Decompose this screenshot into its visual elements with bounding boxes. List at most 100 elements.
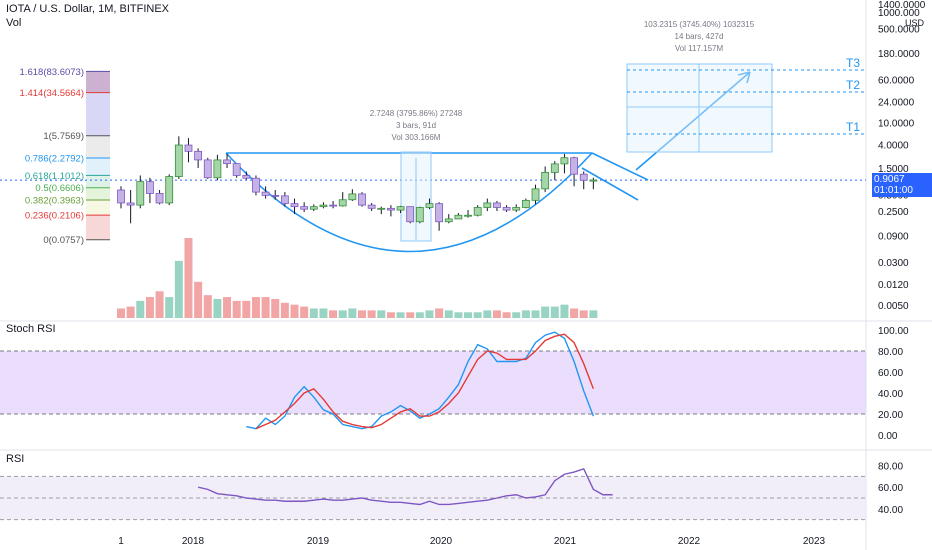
volume-bar [473, 312, 482, 318]
stoch-tick-label: 60.00 [878, 368, 903, 379]
volume-bar [348, 308, 357, 318]
candle-body [280, 195, 289, 205]
candle-body [367, 204, 376, 209]
time-axis-label: 2022 [678, 536, 701, 547]
chart-title: IOTA / U.S. Dollar, 1M, BITFINEX [6, 3, 169, 15]
price-unit: USD [905, 18, 925, 28]
volume-bar [126, 306, 135, 318]
stoch-tick-label: 20.00 [878, 410, 903, 421]
volume-bar [386, 312, 395, 318]
candle-body [213, 159, 222, 179]
time-axis-label: 2020 [430, 536, 453, 547]
target-measure-text: 14 bars, 427d [675, 32, 724, 41]
volume-bar [502, 312, 511, 318]
cup-measure-text: 2.7248 (3795.86%) 27248 [370, 109, 463, 118]
price-tick-label: 1.5000 [878, 164, 909, 175]
volume-bar [358, 310, 366, 318]
volume-bar [560, 304, 569, 318]
stoch-band [0, 351, 866, 414]
volume-bar [570, 308, 579, 318]
time-axis-label: 1 [118, 536, 124, 547]
volume-bar [454, 312, 463, 318]
candle-body [146, 181, 154, 194]
volume-bar [290, 304, 299, 318]
stoch-series-line [246, 331, 595, 430]
price-tick-label: 180.0000 [878, 49, 920, 60]
candle-body [261, 191, 270, 196]
volume-bar [377, 310, 386, 318]
target-label: T3 [846, 56, 860, 70]
stoch-tick-label: 0.00 [878, 431, 898, 442]
fib-zone [86, 157, 110, 176]
volume-bar [232, 300, 241, 318]
volume-bar [444, 310, 453, 318]
candle-body [165, 176, 174, 204]
candle-body [252, 177, 260, 193]
price-tick-label: 0.0120 [878, 280, 909, 291]
candle-body [483, 202, 492, 208]
candle-body [242, 175, 251, 179]
candle-body [579, 173, 588, 181]
price-tick-label: 0.0900 [878, 232, 909, 243]
stoch-series-line [255, 333, 595, 430]
candle-body [203, 159, 212, 179]
target-label: T1 [846, 120, 860, 134]
fib-zone [86, 215, 110, 240]
candle-body [454, 214, 463, 220]
target-measure-text: Vol 117.157M [675, 44, 724, 53]
volume-bar [435, 308, 444, 318]
handle-upper-line [591, 152, 649, 181]
time-axis-label: 2023 [803, 536, 826, 547]
candle-body [521, 199, 530, 208]
volume-bar [521, 310, 530, 318]
candle-body [502, 207, 511, 211]
price-tick-label: 24.0000 [878, 97, 915, 108]
candle-body [117, 189, 125, 204]
volume-bar [415, 312, 424, 318]
volume-bar [251, 297, 260, 318]
candle-body [194, 150, 203, 161]
candle-body [396, 206, 405, 211]
breakout-arrowhead [737, 71, 751, 84]
candle-body [155, 193, 164, 204]
candle-body [473, 207, 482, 216]
price-tick-label: 0.0050 [878, 301, 909, 312]
volume-bar [492, 310, 501, 318]
volume-bar [589, 310, 598, 318]
volume-bar [280, 302, 289, 318]
candle-body [444, 218, 453, 223]
price-tick-label: 500.0000 [878, 24, 920, 35]
candle-body [493, 202, 501, 208]
fib-label: 0.382(0.3963) [25, 195, 84, 206]
rsi-series-line [197, 467, 613, 506]
volume-bar [541, 306, 550, 318]
candle-body [174, 144, 183, 177]
volume-bar [579, 310, 588, 318]
target-measure-text: 103.2315 (3745.40%) 1032315 [644, 20, 755, 29]
volume-bar [309, 308, 318, 318]
fib-label: 0.236(0.2106) [25, 211, 84, 222]
volume-bar [464, 312, 473, 318]
candle-body [415, 207, 424, 223]
candle-body [550, 163, 559, 173]
volume-bar [338, 310, 347, 318]
candle-body [136, 181, 145, 206]
candle-body [560, 157, 569, 165]
price-tick-label: 1000.000 [878, 8, 920, 19]
fib-label: 1(5.7569) [43, 131, 84, 142]
volume-bar [194, 281, 203, 318]
volume-bar [483, 310, 492, 318]
candle-body [512, 207, 521, 211]
candle-body [464, 214, 472, 217]
rsi-tick-label: 40.00 [878, 505, 903, 516]
volume-bar [531, 310, 540, 318]
volume-label: Vol [6, 17, 22, 29]
volume-bar [367, 310, 376, 318]
breakout-arrow [635, 71, 751, 171]
fib-label: 1.618(83.6073) [20, 67, 84, 78]
candle-body [271, 194, 280, 197]
volume-bar [406, 312, 415, 318]
candle-body [531, 188, 540, 201]
fib-label: 0(0.0757) [43, 235, 84, 246]
